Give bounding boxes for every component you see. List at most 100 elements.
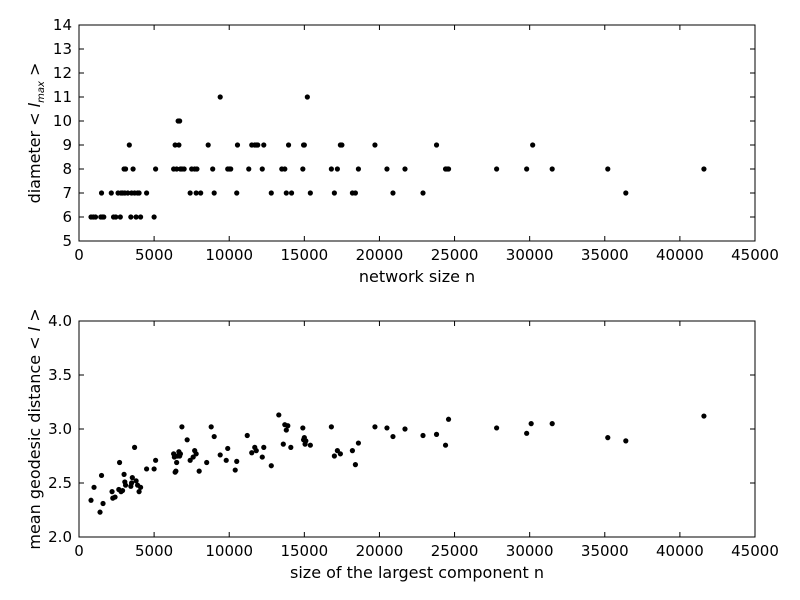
y-tick-label: 11	[53, 88, 72, 106]
data-point	[285, 423, 291, 429]
y-tick-label: 5	[62, 232, 72, 250]
x-tick-label: 45000	[731, 542, 779, 560]
data-point	[225, 445, 231, 452]
geodesic-distance-chart: 0 5000 10000 15000 20000 25000 30000 35000 40000…	[25, 308, 779, 582]
data-point	[530, 142, 536, 148]
data-point	[101, 214, 107, 220]
data-point	[119, 487, 126, 494]
data-point	[109, 489, 115, 495]
data-point	[177, 451, 183, 457]
y-axis-label-text: mean geodesic distance	[25, 355, 44, 550]
data-point	[402, 166, 408, 172]
data-point	[528, 421, 534, 427]
y-axis-label-symbol: < l	[25, 102, 44, 125]
data-point	[194, 166, 200, 172]
data-point	[255, 142, 261, 148]
y-axis-label-subscript: max	[36, 81, 47, 103]
data-point	[151, 466, 157, 472]
data-point	[121, 471, 127, 477]
x-tick-label: 25000	[431, 542, 479, 560]
data-point	[122, 166, 129, 172]
y-tick-label: 3.5	[48, 366, 72, 384]
x-tick-label: 30000	[506, 246, 554, 264]
data-point	[144, 190, 150, 196]
data-point	[137, 214, 144, 220]
data-point	[355, 166, 362, 172]
data-point	[433, 431, 440, 437]
x-tick-label: 40000	[656, 542, 704, 560]
data-point	[129, 475, 135, 481]
axes-frame	[78, 24, 756, 242]
data-point	[137, 484, 144, 490]
data-point	[217, 452, 223, 458]
data-point	[198, 190, 204, 196]
data-point	[136, 190, 142, 196]
data-point	[402, 426, 408, 432]
data-point	[211, 433, 217, 440]
data-point	[228, 166, 234, 172]
data-point	[144, 466, 150, 472]
data-point	[88, 497, 94, 503]
data-point	[307, 442, 313, 448]
data-point	[268, 463, 274, 469]
data-point	[494, 425, 500, 431]
data-point	[117, 214, 123, 220]
x-axis-label: network size n	[359, 267, 475, 286]
data-point	[210, 166, 216, 172]
data-point	[259, 454, 265, 460]
data-point	[334, 166, 340, 172]
data-point	[623, 190, 629, 196]
data-point	[179, 424, 185, 430]
data-point	[276, 412, 282, 418]
data-point	[283, 427, 289, 433]
x-tick-label: 35000	[581, 542, 629, 560]
y-tick-label: 8	[62, 160, 72, 178]
data-point	[372, 142, 378, 148]
x-axis-label: size of the largest component n	[290, 563, 544, 582]
data-point	[420, 432, 426, 439]
data-point	[384, 425, 390, 431]
data-point	[133, 214, 139, 220]
data-point	[433, 142, 440, 148]
data-point	[331, 453, 337, 459]
y-tick-label: 2.0	[48, 528, 72, 546]
data-point	[701, 413, 707, 419]
data-point	[605, 166, 611, 172]
data-point	[98, 190, 105, 196]
data-point	[283, 190, 289, 196]
data-point	[92, 214, 99, 220]
data-point	[187, 190, 193, 196]
data-point	[442, 442, 449, 448]
x-tick-label: 35000	[581, 246, 629, 264]
data-point	[174, 166, 180, 172]
data-point	[261, 142, 267, 148]
data-point	[390, 433, 396, 440]
data-point	[339, 142, 345, 148]
data-point	[282, 166, 288, 172]
data-point	[208, 424, 214, 430]
x-tick-label: 20000	[356, 246, 404, 264]
data-point	[549, 166, 555, 172]
data-point	[217, 94, 223, 100]
data-point	[300, 166, 306, 172]
data-point	[494, 166, 500, 172]
data-point	[153, 457, 159, 463]
data-point	[268, 190, 274, 196]
data-point	[355, 440, 362, 446]
data-point	[328, 424, 334, 430]
data-point	[349, 448, 356, 454]
data-point	[98, 472, 105, 479]
data-point	[177, 118, 183, 124]
y-tick-label: 10	[53, 112, 72, 130]
data-point	[307, 190, 313, 196]
data-point	[328, 166, 334, 172]
data-point	[623, 438, 629, 444]
data-point	[372, 424, 378, 430]
data-point	[211, 190, 217, 196]
y-axis-label: mean geodesic distance < l >	[25, 308, 44, 549]
x-tick-label: 0	[74, 246, 84, 264]
axes-frame	[78, 320, 756, 538]
y-tick-label: 9	[62, 136, 72, 154]
x-tick-label: 45000	[731, 246, 779, 264]
data-point	[300, 425, 306, 431]
